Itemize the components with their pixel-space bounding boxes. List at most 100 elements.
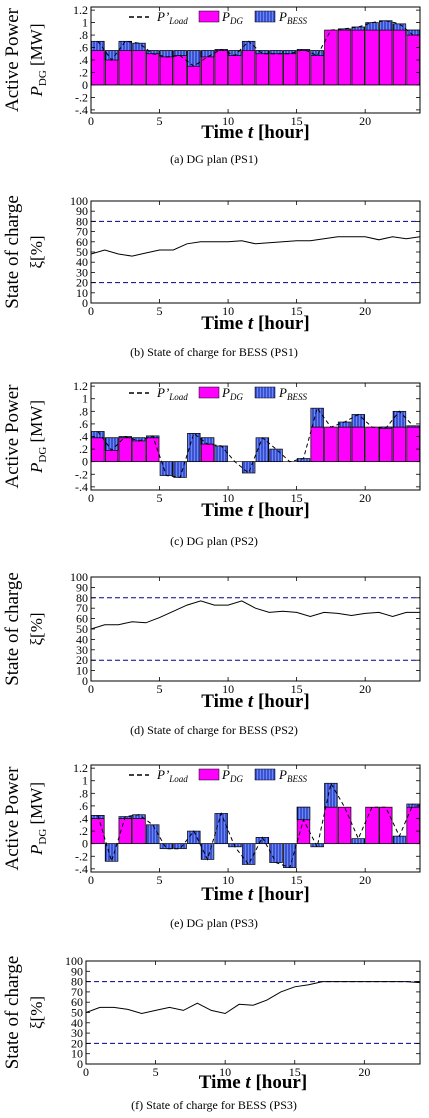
y-tick-label: 70 — [76, 601, 88, 615]
legend-dg-swatch — [198, 768, 220, 781]
legend-bess-label: PBESS — [278, 385, 307, 402]
bess-bar — [310, 50, 324, 56]
x-tick-label: 0 — [83, 1065, 89, 1079]
bess-bar — [379, 20, 393, 31]
soc-line — [91, 600, 420, 630]
y-tick-label: 1.2 — [73, 3, 88, 17]
y-tick-label: .8 — [79, 28, 88, 42]
dg-bar — [118, 50, 132, 86]
label-part: P — [221, 9, 230, 24]
y-tick-label: 30 — [71, 1026, 83, 1040]
dg-bar — [91, 437, 105, 463]
bess-bar — [296, 806, 311, 821]
plot-area — [91, 597, 420, 661]
y-tick-label: .4 — [79, 430, 88, 444]
load-line — [97, 407, 414, 478]
figure-caption: (a) DG plan (PS1) — [170, 152, 258, 166]
y-tick-label: .2 — [79, 824, 88, 838]
dg-bar — [214, 50, 228, 86]
bess-bar — [392, 23, 407, 31]
x-tick-label: 20 — [359, 114, 371, 128]
legend-bess-swatch — [254, 386, 276, 399]
label-part: Load — [168, 392, 188, 402]
y-tick-label: 40 — [71, 1016, 83, 1030]
load-line — [97, 781, 414, 869]
bess-bar — [351, 838, 366, 845]
bess-bar — [173, 50, 187, 56]
label-part: [hour] — [253, 122, 309, 143]
x-tick-label: 0 — [88, 114, 94, 128]
label-part: t — [248, 884, 254, 905]
x-tick-label: 15 — [289, 1065, 301, 1079]
bess-bar — [145, 824, 160, 845]
dg-bar — [351, 29, 366, 86]
y-tick-label: 0 — [82, 674, 88, 688]
y-tick-label: 80 — [76, 591, 88, 605]
label-part: BESS — [287, 16, 307, 26]
y-tick-label: 60 — [76, 612, 88, 626]
legend-dg-swatch — [198, 386, 220, 399]
y-tick-label: 20 — [71, 1036, 83, 1050]
bess-bar — [255, 50, 270, 55]
y-tick-label: 1.2 — [73, 761, 88, 775]
dg-bar — [392, 29, 407, 86]
y-tick-label: -.4 — [75, 862, 88, 876]
x-axis-label: Time t [hour] — [201, 122, 309, 143]
y-axis-label-line2: PDG [MW] — [27, 782, 49, 856]
label-part: [%] — [27, 235, 46, 260]
y-tick-label: 20 — [76, 653, 88, 667]
y-axis-label-line1: Active Power — [2, 7, 23, 112]
legend-load-label: P’Load — [156, 767, 188, 784]
label-part: BESS — [287, 392, 307, 402]
label-part: [hour] — [253, 500, 309, 521]
dg-bar — [324, 426, 338, 463]
label-part: [%] — [27, 996, 46, 1021]
legend-bess-label: PBESS — [278, 9, 307, 26]
legend-dg-swatch — [198, 10, 220, 23]
x-axis-label: Time t [hour] — [201, 313, 309, 334]
y-tick-label: 80 — [76, 214, 88, 228]
bess-bar — [269, 50, 283, 55]
x-tick-label: 10 — [222, 491, 234, 505]
y-tick-label: 1 — [82, 774, 88, 788]
legend: P’Load PDG PBESS — [129, 385, 307, 402]
label-part: P’ — [156, 767, 169, 782]
label-part: t — [245, 1072, 251, 1093]
bess-bar — [104, 50, 119, 61]
bess-bar — [91, 40, 105, 51]
legend-dg-label: PDG — [221, 385, 243, 402]
label-part: ξ — [27, 638, 46, 646]
x-tick-label: 20 — [359, 682, 371, 696]
x-tick-label: 15 — [291, 114, 303, 128]
x-tick-label: 5 — [153, 1065, 159, 1079]
y-axis-label-line2: ξ[%] — [27, 612, 46, 645]
label-part: Time — [201, 313, 248, 334]
y-tick-label: 80 — [71, 975, 83, 989]
y-tick-label: .4 — [79, 812, 88, 826]
x-tick-label: 10 — [219, 1065, 231, 1079]
label-part: t — [248, 313, 254, 334]
plot-area — [91, 781, 420, 869]
y-tick-label: -.2 — [75, 849, 88, 863]
label-part: P — [221, 767, 230, 782]
x-tick-label: 20 — [359, 873, 371, 887]
y-tick-label: 0 — [82, 296, 88, 310]
bess-bar — [241, 843, 256, 865]
bess-bar — [118, 40, 132, 51]
dg-bar — [406, 806, 420, 845]
y-axis-label-line1: State of charge — [2, 195, 23, 309]
legend: P’Load PDG PBESS — [129, 9, 307, 26]
y-tick-label: 10 — [71, 1047, 83, 1061]
y-tick-label: 100 — [70, 570, 88, 584]
y-tick-label: 40 — [76, 255, 88, 269]
y-tick-label: 60 — [71, 995, 83, 1009]
y-tick-label: 1 — [82, 392, 88, 406]
legend-bess-swatch — [254, 10, 276, 23]
label-part: Time — [201, 691, 248, 712]
y-axis-label-line1: Active Power — [2, 766, 23, 871]
y-tick-label: -.2 — [75, 90, 88, 104]
axes-frame — [90, 200, 421, 304]
